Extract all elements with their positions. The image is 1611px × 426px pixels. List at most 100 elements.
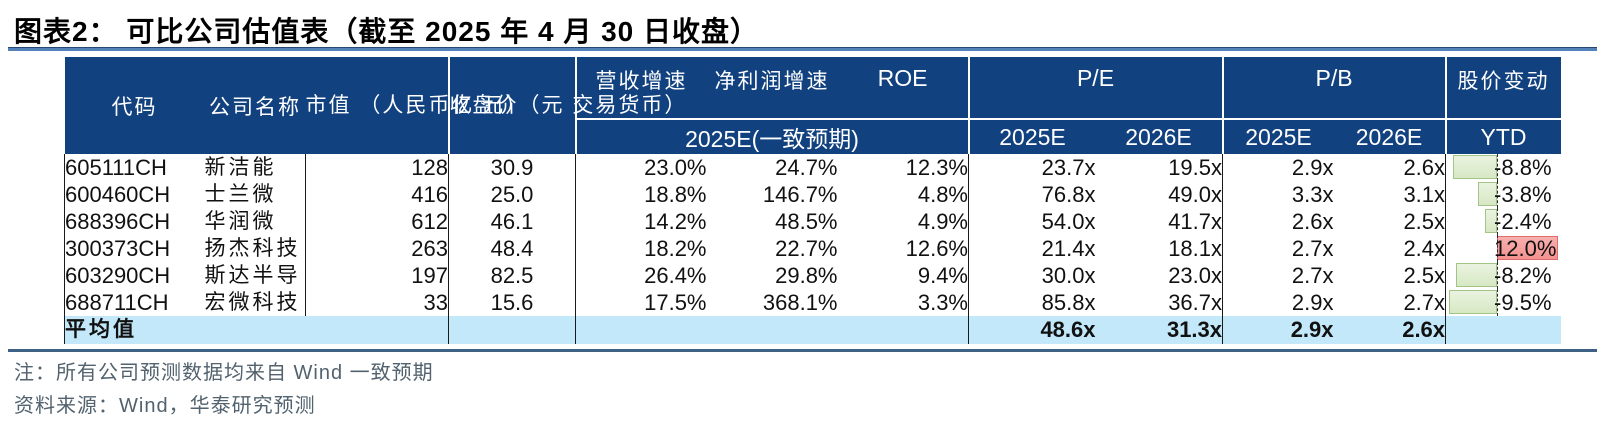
cell-profit: 368.1%	[762, 290, 838, 315]
cell-mktcap: 128	[305, 154, 449, 181]
cell-price: 48.4	[448, 235, 576, 262]
cell-roe: 9.4%	[837, 262, 969, 289]
cell-rev: 23.0%	[644, 155, 707, 180]
figure-title: 图表2： 可比公司估值表（截至 2025 年 4 月 30 日收盘）	[14, 16, 760, 47]
cell-rev: 26.4%	[644, 263, 707, 288]
cell-roe: 4.9%	[837, 208, 969, 235]
cell-price: 82.5	[448, 262, 576, 289]
cell-pe26: 41.7x	[1095, 208, 1224, 235]
table-row: 603290CH 斯达半导 197 82.5 26.4% 29.8% 9.4% 30.0x 23…	[64, 262, 1561, 289]
ytd-bar-negative	[1449, 290, 1498, 314]
cell-pe25: 54.0x	[1041, 209, 1096, 234]
cell-ytd: -9.5%	[1446, 289, 1561, 316]
cell-pe25: 76.8x	[1041, 182, 1096, 207]
header-company-name: 公司名称	[204, 57, 306, 154]
average-pe-2026e: 31.3x	[1095, 316, 1224, 344]
cell-rev: 18.2%	[644, 236, 707, 261]
cell-mktcap: 263	[305, 235, 449, 262]
header-pe: P/E	[968, 57, 1224, 119]
average-row: 平均值 48.6x 31.3x 2.9x 2.6x	[64, 316, 1561, 344]
cell-profit: 24.7%	[775, 155, 838, 180]
cell-pe26: 49.0x	[1095, 181, 1224, 208]
cell-pb25: 2.7x	[1291, 236, 1334, 261]
header-revenue-growth: 营收增速	[575, 57, 707, 119]
cell-pe26: 18.1x	[1095, 235, 1224, 262]
cell-mktcap: 197	[305, 262, 449, 289]
cell-roe: 4.8%	[837, 181, 969, 208]
ytd-value: -9.5%	[1494, 290, 1552, 315]
cell-ytd: -3.8%	[1446, 181, 1561, 208]
average-growth-empty	[575, 316, 969, 344]
cell-pe26: 19.5x	[1095, 154, 1224, 181]
cell-pb26: 2.5x	[1333, 262, 1447, 289]
average-ytd-empty	[1446, 316, 1561, 344]
cell-pe25: 23.7x	[1041, 155, 1096, 180]
cell-mktcap: 416	[305, 181, 449, 208]
cell-roe: 3.3%	[837, 289, 969, 316]
average-pe-2025e: 48.6x	[1040, 317, 1096, 342]
cell-pe25: 21.4x	[1041, 236, 1096, 261]
ytd-zero-axis	[1497, 262, 1499, 289]
header-market-cap: 市值 （人民币亿 元）	[305, 57, 526, 154]
cell-pb25: 2.7x	[1291, 263, 1334, 288]
cell-profit: 29.8%	[775, 263, 838, 288]
valuation-table: 代码 公司名称 市值 （人民币亿 元） 收盘价（元 交易货币） 营收增速 净利润…	[64, 57, 1561, 344]
ytd-zero-axis	[1497, 181, 1499, 208]
table-row: 300373CH 扬杰科技 263 48.4 18.2% 22.7% 12.6% 21.4x 1…	[64, 235, 1561, 262]
table-row: 688396CH 华润微 612 46.1 14.2% 48.5% 4.9% 54.0x 41.…	[64, 208, 1561, 235]
cell-code: 688711CH	[64, 289, 205, 316]
header-pb: P/B	[1222, 57, 1447, 119]
cell-pb25: 2.9x	[1291, 290, 1334, 315]
ytd-value: -8.2%	[1494, 263, 1552, 288]
cell-pe26: 36.7x	[1095, 289, 1224, 316]
ytd-zero-axis	[1497, 154, 1499, 181]
header-pb-2025e: 2025E	[1222, 118, 1334, 154]
table-row: 605111CH 新洁能 128 30.9 23.0% 24.7% 12.3% 23.7x 19…	[64, 154, 1561, 181]
header-pe-2025e: 2025E	[968, 118, 1096, 154]
table-header: 代码 公司名称 市值 （人民币亿 元） 收盘价（元 交易货币） 营收增速 净利润…	[64, 57, 1561, 154]
cell-name: 新洁能	[204, 154, 306, 181]
cell-pe25: 30.0x	[1041, 263, 1096, 288]
cell-rev: 14.2%	[644, 209, 707, 234]
cell-roe: 12.6%	[837, 235, 969, 262]
header-pe-2026e: 2026E	[1095, 118, 1224, 154]
average-pb-2026e: 2.6x	[1333, 316, 1447, 344]
cell-profit: 22.7%	[775, 236, 838, 261]
cell-code: 688396CH	[64, 208, 205, 235]
header-ytd: YTD	[1445, 118, 1561, 154]
cell-pb25: 2.6x	[1291, 209, 1334, 234]
cell-rev: 17.5%	[644, 290, 707, 315]
average-mktcap-empty	[305, 316, 449, 344]
title-divider	[8, 47, 1597, 51]
cell-name: 华润微	[204, 208, 306, 235]
ytd-value: 12.0%	[1494, 236, 1557, 261]
header-roe: ROE	[837, 57, 970, 119]
cell-pb25: 2.9x	[1291, 155, 1334, 180]
ytd-value: -2.4%	[1494, 209, 1552, 234]
ytd-zero-axis	[1497, 208, 1499, 235]
average-price-empty	[448, 316, 576, 344]
ytd-bar-negative	[1452, 155, 1498, 179]
cell-pe26: 23.0x	[1095, 262, 1224, 289]
ytd-bar-negative	[1484, 209, 1498, 233]
header-profit-growth: 净利润增速	[706, 57, 838, 119]
average-label: 平均值	[64, 316, 306, 344]
cell-pe25: 85.8x	[1041, 290, 1096, 315]
cell-price: 30.9	[448, 154, 576, 181]
header-code: 代码	[64, 57, 205, 154]
cell-price: 25.0	[448, 181, 576, 208]
cell-name: 宏微科技	[204, 289, 306, 316]
ytd-bar-negative	[1477, 182, 1498, 206]
table-body: 605111CH 新洁能 128 30.9 23.0% 24.7% 12.3% 23.7x 19…	[64, 154, 1561, 316]
cell-code: 300373CH	[64, 235, 205, 262]
cell-rev: 18.8%	[644, 182, 707, 207]
cell-profit: 48.5%	[775, 209, 838, 234]
table-row: 688711CH 宏微科技 33 15.6 17.5% 368.1% 3.3% 85.8x 36…	[64, 289, 1561, 316]
cell-price: 46.1	[448, 208, 576, 235]
cell-ytd: -2.4%	[1446, 208, 1561, 235]
cell-price: 15.6	[448, 289, 576, 316]
cell-code: 605111CH	[64, 154, 205, 181]
cell-pb26: 2.6x	[1333, 154, 1447, 181]
cell-roe: 12.3%	[837, 154, 969, 181]
